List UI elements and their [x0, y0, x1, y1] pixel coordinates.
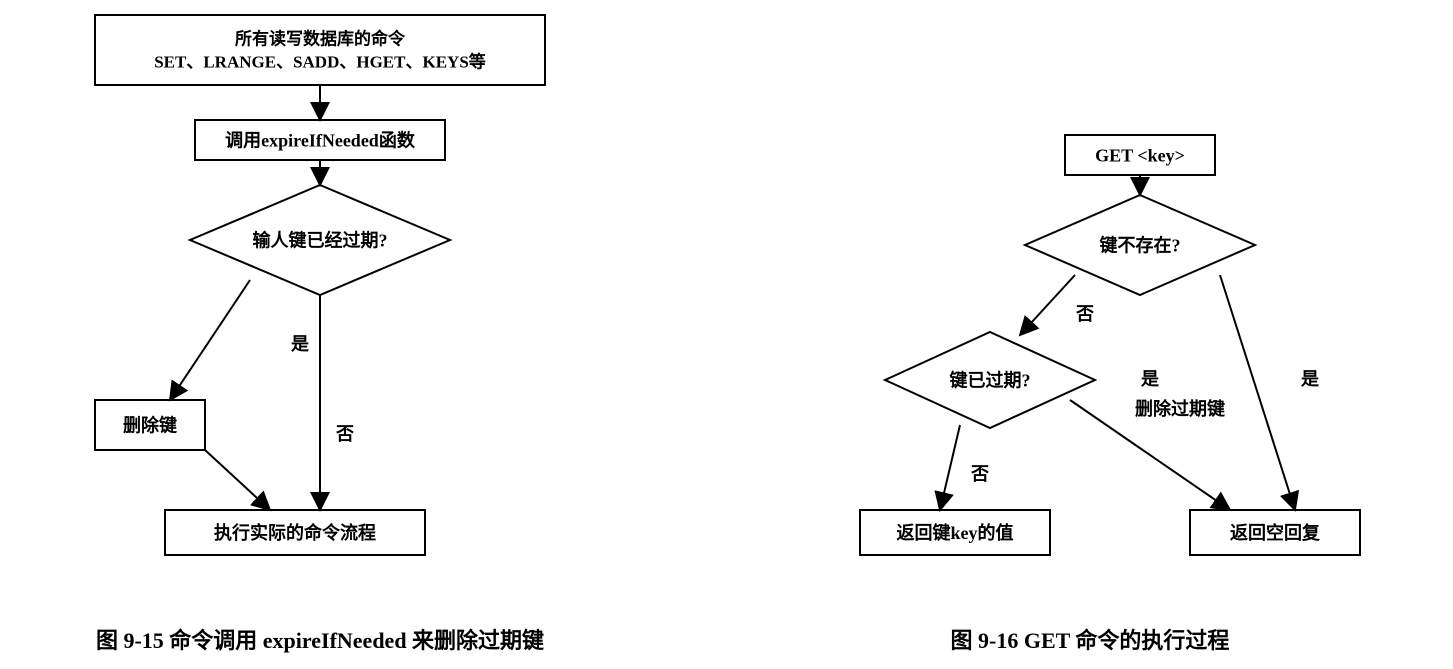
right-edge-1-label: 否 — [1075, 304, 1094, 324]
right-r3-text: 键已过期? — [949, 369, 1031, 390]
right-edge-4-label: 是 — [1140, 369, 1159, 389]
left-edge-2-label: 是 — [290, 334, 309, 354]
left-n3-text: 输人键已经过期? — [253, 229, 388, 250]
left-edge-3-label: 否 — [335, 424, 354, 444]
right-edge-1 — [1020, 275, 1075, 335]
right-r4-text: 返回键key的值 — [897, 522, 1014, 543]
left-n1-text: SET、LRANGE、SADD、HGET、KEYS等 — [154, 51, 486, 71]
left-n1 — [95, 15, 545, 85]
right-r1-text: GET <key> — [1095, 145, 1185, 165]
right-edge-2-label: 是 — [1300, 369, 1319, 389]
left-edge-4 — [205, 450, 270, 510]
left-n2-text: 调用expireIfNeeded函数 — [225, 129, 416, 150]
right-extra-label: 删除过期键 — [1135, 398, 1225, 419]
right-edge-3-label: 否 — [970, 464, 989, 484]
right-r2-text: 键不存在? — [1099, 234, 1181, 255]
right-caption: 图 9-16 GET 命令的执行过程 — [951, 628, 1230, 653]
left-n4-text: 删除键 — [123, 414, 177, 435]
right-r5-text: 返回空回复 — [1230, 522, 1321, 543]
right-edge-3 — [940, 425, 960, 510]
left-n1-text: 所有读写数据库的命令 — [235, 28, 406, 48]
right-edge-2 — [1220, 275, 1295, 510]
left-edge-2 — [170, 280, 250, 400]
left-n5-text: 执行实际的命令流程 — [214, 522, 376, 543]
left-caption: 图 9-15 命令调用 expireIfNeeded 来删除过期键 — [96, 628, 544, 653]
